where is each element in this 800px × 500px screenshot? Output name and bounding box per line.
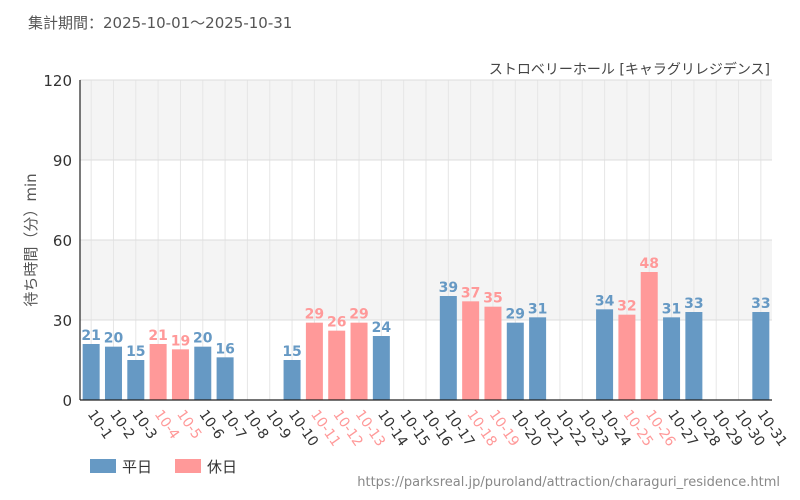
data-label: 24 [372,320,392,336]
bar-series [82,272,770,400]
bar [484,306,502,400]
y-tick-label: 60 [53,232,72,250]
source-url[interactable]: https://parksreal.jp/puroland/attraction… [357,475,780,490]
y-tick-label: 90 [53,152,72,170]
bar [462,301,480,400]
data-label: 21 [81,328,100,344]
data-label: 33 [684,296,703,312]
data-label: 19 [171,333,190,349]
legend-swatch-holiday [175,459,201,473]
chart-title: ストロベリーホール [キャラグリレジデンス] [489,61,770,78]
bar [328,330,346,400]
y-tick-label: 30 [53,312,72,330]
data-label: 26 [327,315,346,331]
bar [171,349,189,400]
data-label: 20 [193,331,213,347]
data-label: 37 [461,285,480,301]
bar [305,322,323,400]
y-tick-labels: 0 30 60 90 120 [43,72,72,410]
axes [79,80,772,401]
legend-swatch-weekday [90,459,116,473]
bar [283,360,301,400]
bar [685,312,703,400]
bar [127,360,145,400]
bar [752,312,770,400]
data-label: 32 [617,299,636,315]
legend-label-holiday: 休日 [207,458,237,476]
bar [350,322,368,400]
data-label: 15 [126,344,145,360]
data-label: 33 [751,296,770,312]
data-label: 29 [305,307,324,323]
bar [194,346,212,400]
legend: 平日 休日 [90,458,237,476]
data-label: 29 [349,307,368,323]
data-label: 39 [439,280,458,296]
bar [529,317,547,400]
y-tick-label: 0 [62,392,72,410]
bar [82,344,100,400]
bar [618,314,636,400]
y-tick-label: 120 [43,72,72,90]
data-label: 31 [662,301,681,317]
period-label: 集計期間：2025-10-01～2025-10-31 [28,14,292,32]
bar [372,336,390,400]
data-label: 48 [639,256,658,272]
data-label: 20 [104,331,124,347]
y-axis-label: 待ち時間（分）min [22,173,40,306]
bar [596,309,614,400]
legend-label-weekday: 平日 [122,458,152,476]
bar [149,344,167,400]
data-label: 29 [506,307,525,323]
bar [216,357,234,400]
data-label: 16 [215,341,234,357]
x-tick-labels: 10-110-210-310-410-510-610-710-810-910-1… [84,407,790,450]
bar [640,272,658,400]
data-label: 21 [148,328,167,344]
bar [439,296,457,400]
data-label: 31 [528,301,547,317]
data-label: 15 [282,344,301,360]
data-label: 35 [483,291,502,307]
data-label: 34 [595,293,615,309]
bar [104,346,122,400]
bar [663,317,681,400]
bar [506,322,524,400]
